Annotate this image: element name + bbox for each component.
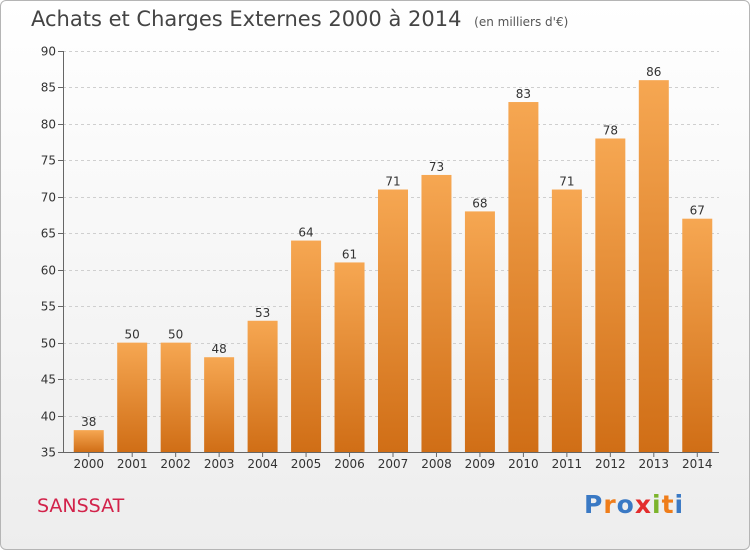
logo-letter: o	[616, 490, 635, 519]
x-tick-label: 2012	[595, 457, 626, 471]
y-tick-label: 60	[41, 264, 56, 278]
data-label: 38	[81, 415, 96, 429]
x-tick-label: 2008	[421, 457, 452, 471]
bar	[334, 262, 365, 452]
bar	[421, 174, 452, 453]
bar	[551, 189, 582, 452]
x-tick-label: 2014	[682, 457, 713, 471]
bar	[117, 342, 148, 452]
bar	[682, 218, 713, 452]
x-tick-label: 2001	[117, 457, 148, 471]
bar	[638, 80, 669, 452]
x-tick-label: 2007	[378, 457, 409, 471]
data-label: 73	[429, 160, 444, 174]
x-tick-label: 2004	[247, 457, 278, 471]
bar	[508, 102, 539, 452]
y-tick-label: 55	[41, 300, 56, 314]
logo-letter: x	[634, 490, 652, 519]
data-label: 50	[125, 328, 140, 342]
y-tick-label: 50	[41, 337, 56, 351]
x-tick-label: 2003	[204, 457, 235, 471]
y-tick-label: 90	[41, 45, 56, 59]
bar	[378, 189, 408, 452]
x-tick-label: 2011	[552, 457, 583, 471]
x-tick-label: 2005	[291, 457, 322, 471]
data-label: 48	[211, 342, 226, 356]
data-label: 71	[559, 175, 574, 189]
y-tick-label: 45	[41, 373, 56, 387]
x-tick-label: 2006	[334, 457, 365, 471]
logo-letter: i	[652, 490, 662, 519]
data-label: 61	[342, 247, 357, 261]
x-tick-label: 2002	[160, 457, 191, 471]
bar	[160, 342, 191, 452]
bar	[291, 240, 322, 452]
logo-letter: r	[603, 490, 617, 519]
data-label: 64	[298, 226, 313, 240]
y-tick-label: 80	[41, 118, 56, 132]
bar	[73, 430, 104, 452]
x-tick-label: 2013	[639, 457, 670, 471]
bar	[464, 211, 495, 452]
bar	[595, 138, 626, 452]
bar	[204, 357, 235, 452]
data-label: 83	[516, 87, 531, 101]
x-tick-label: 2009	[465, 457, 496, 471]
x-tick-label: 2010	[508, 457, 539, 471]
title-unit: (en milliers d'€)	[474, 15, 569, 29]
y-tick-label: 40	[41, 410, 56, 424]
data-label: 53	[255, 306, 270, 320]
x-tick-label: 2000	[73, 457, 104, 471]
title-text: Achats et Charges Externes 2000 à 2014	[31, 7, 462, 31]
proxiti-logo: Proxiti	[584, 490, 684, 519]
data-label: 86	[646, 65, 661, 79]
logo-letter: P	[584, 490, 604, 519]
y-tick-label: 85	[41, 81, 56, 95]
y-tick-label: 75	[41, 154, 56, 168]
logo-letter: i	[674, 490, 685, 519]
data-label: 78	[603, 123, 618, 137]
data-label: 67	[690, 204, 705, 218]
data-label: 50	[168, 328, 183, 342]
bar	[247, 320, 278, 452]
data-label: 71	[385, 175, 400, 189]
town-name: SANSSAT	[37, 495, 125, 517]
y-tick-label: 70	[41, 191, 56, 205]
y-tick-label: 35	[41, 446, 56, 460]
y-tick-label: 65	[41, 227, 56, 241]
logo-letter: t	[661, 490, 675, 519]
data-label: 68	[472, 196, 487, 210]
chart-title: Achats et Charges Externes 2000 à 2014 (…	[31, 7, 568, 31]
